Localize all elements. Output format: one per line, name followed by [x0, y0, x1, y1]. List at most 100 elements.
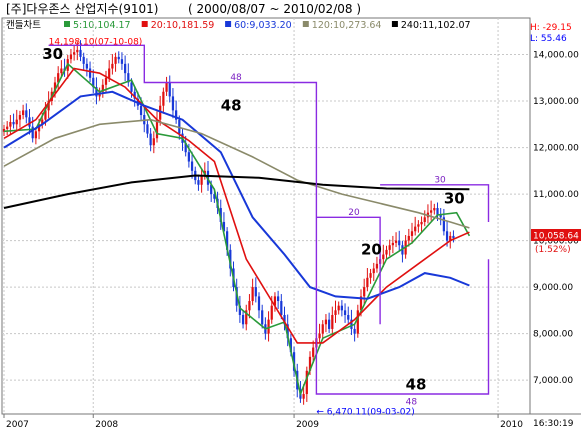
candle-body: [394, 240, 398, 243]
candle-body: [92, 77, 95, 88]
candle-body: [187, 152, 190, 162]
candle-body: [37, 124, 41, 132]
candle-body: [95, 87, 98, 97]
annotation-lines: [48, 44, 490, 395]
annotation-line: [380, 184, 490, 222]
candle-body: [270, 305, 273, 320]
candle-body: [124, 63, 127, 74]
candle-body: [31, 126, 34, 139]
chart-title: [주]다우존스 산업지수(9101): [6, 2, 158, 16]
candle-body: [2, 128, 6, 132]
gridlines: [2, 18, 530, 414]
y-tick-label: 9,000.00: [533, 283, 573, 293]
candle-body: [273, 296, 277, 306]
candle-body: [34, 131, 37, 139]
legend-swatch: [391, 21, 398, 27]
annotation-label: 30: [444, 189, 465, 207]
candle-body: [114, 56, 117, 64]
candle-body: [372, 268, 375, 274]
candle-body: [229, 249, 232, 269]
candle-body: [152, 138, 155, 146]
y-tick-label: 14,000.00: [533, 51, 579, 61]
low-label: L: 55.46: [530, 34, 567, 44]
annotations: 30 48 30 20 48 48 20 30 48 14,198.10(07-10-08) ← 6…: [42, 37, 465, 417]
candle-body: [363, 287, 366, 297]
y-tick-label: 13,000.00: [533, 97, 579, 107]
x-axis: 2007 2008 2009 2010: [3, 414, 523, 430]
candle-body: [334, 310, 337, 315]
candle-body: [9, 121, 12, 127]
candle-body: [375, 263, 379, 269]
candle-body: [120, 59, 124, 64]
candle-body: [251, 287, 254, 302]
box-label: 20: [348, 208, 360, 218]
candle-body: [168, 82, 171, 97]
legend-label: 5:10,104.17: [73, 20, 131, 31]
candle-body: [337, 305, 340, 311]
candle-body: [241, 314, 245, 325]
candle-body: [356, 310, 359, 334]
candle-body: [385, 249, 388, 255]
annotation-line: [316, 216, 381, 325]
candle-body: [85, 63, 88, 69]
candle-body: [197, 180, 200, 185]
candle-body: [340, 305, 343, 311]
candle-body: [321, 324, 324, 334]
candle-body: [248, 301, 251, 311]
candle-body: [76, 49, 79, 53]
low-extreme-label: ← 6,470.11(09-03-02): [316, 408, 414, 418]
candle-body: [200, 175, 203, 185]
box-label: 48: [406, 397, 418, 407]
candle-body: [283, 314, 286, 325]
chart-period: ( 2000/08/07 ~ 2010/02/08 ): [188, 2, 361, 16]
candle-body: [331, 314, 334, 329]
legend-label: 240:11,102.07: [401, 20, 471, 31]
candle-body: [60, 68, 63, 74]
annotation-label: 30: [42, 45, 63, 63]
x-tick-label: 2007: [6, 420, 29, 430]
candle-body: [391, 242, 394, 246]
price-change: (1.52%): [535, 245, 571, 255]
candle-body: [111, 63, 114, 69]
time-label: 16:30:19: [533, 419, 574, 429]
candle-body: [165, 82, 168, 92]
candle-body: [190, 161, 194, 171]
box-label: 48: [230, 73, 242, 83]
chart-type-label: 캔들차트: [6, 19, 41, 31]
candle-body: [442, 217, 445, 232]
candle-body: [79, 49, 82, 57]
candle-body: [57, 73, 60, 83]
legend: 5:10,104.17 20:10,181.59 60:9,033.20 120:10…: [64, 20, 471, 31]
legend-swatch: [141, 21, 148, 27]
candle-body: [210, 184, 213, 195]
candle-body: [410, 231, 414, 236]
moving-averages: [3, 62, 471, 397]
annotation-label: 20: [361, 241, 382, 259]
candle-body: [318, 333, 321, 339]
candle-body: [149, 133, 152, 146]
candle-body: [226, 231, 229, 250]
candle-body: [139, 105, 143, 116]
candle-body: [324, 319, 328, 325]
y-tick-label: 8,000.00: [533, 330, 573, 340]
candle-body: [159, 105, 162, 120]
candle-body: [104, 77, 108, 85]
candle-body: [433, 208, 436, 211]
candle-body: [155, 119, 159, 139]
candle-body: [353, 328, 356, 334]
candle-body: [69, 54, 73, 60]
candle-body: [312, 347, 315, 357]
annotation-label: 48: [221, 96, 242, 114]
candle-body: [22, 110, 25, 116]
candle-body: [44, 110, 47, 120]
legend-label: 20:10,181.59: [151, 20, 215, 31]
candle-body: [53, 82, 57, 92]
moving-average-line: [3, 67, 470, 344]
legend-label: 60:9,033.20: [234, 20, 292, 31]
legend-label: 120:10,273.64: [312, 20, 382, 31]
candle-body: [445, 231, 449, 241]
candle-body: [15, 119, 18, 125]
candle-body: [439, 215, 442, 218]
candle-body: [449, 235, 452, 241]
candle-body: [146, 124, 149, 134]
